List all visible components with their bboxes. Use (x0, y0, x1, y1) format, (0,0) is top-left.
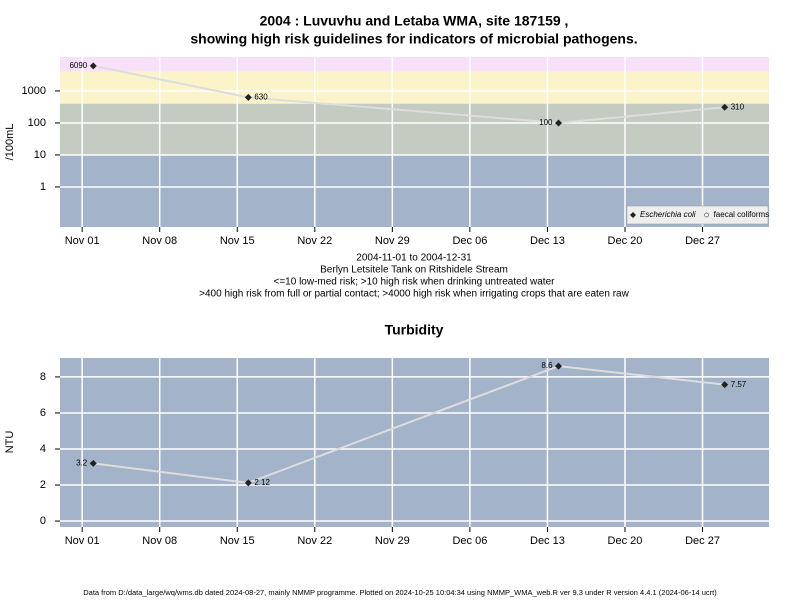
x-tick-label: Dec 13 (530, 535, 565, 547)
chart-title: showing high risk guidelines for indicat… (190, 31, 637, 47)
data-label: 630 (254, 92, 268, 101)
subtitle: 2004-11-01 to 2004-12-31 (356, 253, 472, 264)
x-tick-label: Nov 29 (375, 535, 410, 547)
y-tick-label: 2 (40, 479, 46, 491)
data-point (721, 103, 729, 111)
data-point (555, 119, 563, 127)
x-tick-label: Dec 27 (685, 235, 720, 247)
data-label: 6090 (69, 61, 87, 70)
x-tick-label: Dec 06 (452, 535, 487, 547)
risk-band (60, 71, 769, 104)
data-point (244, 479, 252, 487)
data-point (89, 62, 97, 70)
y-tick-label: 0 (40, 515, 46, 527)
subtitle: Berlyn Letsitele Tank on Ritshidele Stre… (320, 265, 508, 276)
y-tick-label: 1000 (22, 85, 46, 97)
risk-band (60, 358, 769, 527)
series-line (93, 64, 725, 124)
y-tick-label: 1 (40, 181, 46, 193)
y-tick-label: 10 (34, 149, 46, 161)
subtitle: <=10 low-med risk; >10 high risk when dr… (274, 277, 556, 288)
series-line (93, 365, 725, 484)
data-point (244, 93, 252, 101)
legend-label: Escherichia coli (640, 210, 696, 219)
y-tick-label: 6 (40, 407, 46, 419)
y-tick-label: 100 (28, 117, 46, 129)
x-tick-label: Dec 13 (530, 235, 565, 247)
legend-marker (704, 212, 709, 218)
data-point (89, 459, 97, 467)
data-label: 7.57 (731, 380, 747, 389)
x-tick-label: Nov 22 (297, 535, 332, 547)
x-tick-label: Nov 15 (220, 535, 255, 547)
data-label: 8.6 (541, 361, 553, 370)
footer: Data from D:/data_large/wq/wms.db dated … (83, 588, 717, 597)
x-tick-label: Nov 15 (220, 235, 255, 247)
data-label: 100 (539, 118, 553, 127)
legend: Escherichia coli faecal coliforms (626, 205, 770, 225)
x-tick-label: Dec 27 (685, 535, 720, 547)
risk-band (60, 103, 769, 155)
y-tick-label: 4 (40, 443, 46, 455)
y-axis-label: /100mL (4, 124, 16, 161)
risk-band (60, 57, 769, 72)
data-point (721, 381, 729, 389)
data-label: 310 (731, 102, 745, 111)
chart-title: Turbidity (385, 322, 444, 338)
x-tick-label: Dec 20 (608, 535, 643, 547)
y-tick-label: 8 (40, 371, 46, 383)
data-label: 3.2 (76, 459, 88, 468)
x-tick-label: Nov 08 (142, 235, 177, 247)
chart-title: 2004 : Luvuvhu and Letaba WMA, site 1871… (260, 13, 569, 29)
y-axis-label: NTU (4, 431, 16, 454)
x-tick-label: Nov 01 (65, 535, 100, 547)
x-tick-label: Nov 22 (297, 235, 332, 247)
x-tick-label: Nov 29 (375, 235, 410, 247)
legend-marker (630, 212, 636, 218)
legend-box (626, 205, 769, 225)
x-tick-label: Dec 20 (608, 235, 643, 247)
data-point (555, 362, 563, 370)
data-label: 2.12 (254, 478, 270, 487)
x-tick-label: Nov 08 (142, 535, 177, 547)
x-tick-label: Nov 01 (65, 235, 100, 247)
x-tick-label: Dec 06 (452, 235, 487, 247)
legend-label: faecal coliforms (714, 210, 770, 219)
subtitle: >400 high risk from full or partial cont… (199, 289, 629, 300)
